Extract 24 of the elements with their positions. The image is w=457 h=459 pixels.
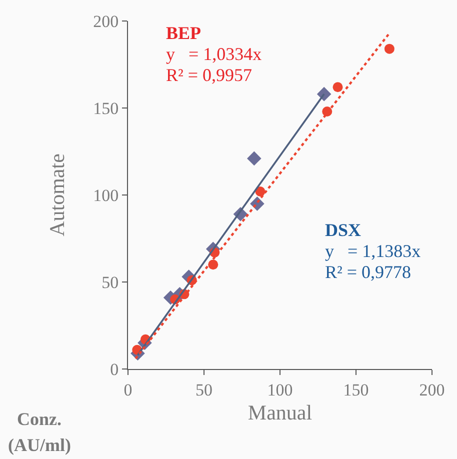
y-tick-label: 150 xyxy=(93,98,119,118)
x-tick-label: 50 xyxy=(196,380,212,400)
annotation: y = 1,1383x xyxy=(325,241,421,261)
y-tick-label: 200 xyxy=(93,12,119,31)
x-tick-label: 100 xyxy=(267,380,293,400)
text: Conz. xyxy=(17,409,62,429)
y-tick-label: 0 xyxy=(110,360,119,379)
y-tick-label: 50 xyxy=(102,272,119,292)
annotation: DSX xyxy=(325,220,362,240)
annotation: y = 1,0334x xyxy=(166,44,262,64)
point xyxy=(384,44,394,54)
y-tick-label: 100 xyxy=(93,186,119,205)
annotation: R² = 0,9957 xyxy=(166,65,252,85)
point xyxy=(332,82,343,92)
point xyxy=(316,86,332,102)
x-tick-label: 0 xyxy=(124,380,132,400)
x-tick-label: 150 xyxy=(343,380,369,400)
y-axis-title: Automate xyxy=(45,154,70,236)
text: (AU/ml) xyxy=(8,435,71,455)
point xyxy=(247,151,262,166)
x-axis-title: Manual xyxy=(248,400,312,425)
annotation: BEP xyxy=(166,23,202,43)
annotation: R² = 0,9778 xyxy=(325,262,412,282)
x-tick-label: 200 xyxy=(419,380,445,400)
